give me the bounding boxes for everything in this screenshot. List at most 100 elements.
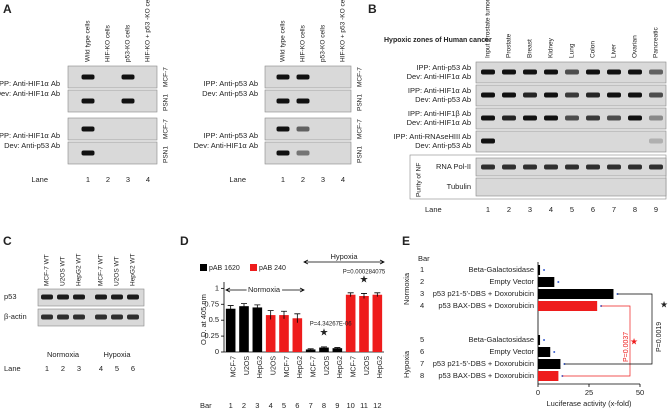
x-tick-label: HepG2 xyxy=(297,356,304,378)
bar-number: 2 xyxy=(242,401,246,410)
bar-number: 3 xyxy=(420,289,424,298)
blot-band xyxy=(565,69,579,75)
bar-label: Bar xyxy=(200,401,212,410)
blot-band xyxy=(544,69,558,75)
legend-swatch xyxy=(250,264,257,271)
blot-band xyxy=(73,294,85,300)
bar xyxy=(239,306,249,352)
bar xyxy=(372,294,383,352)
blot-band xyxy=(628,164,642,170)
blot-band xyxy=(481,92,495,98)
bar-number: 6 xyxy=(420,347,424,356)
blot-strip xyxy=(67,117,158,141)
bar-number: 4 xyxy=(269,401,273,410)
blot-band xyxy=(111,294,123,300)
blot-band xyxy=(111,314,123,320)
condition-label: Normoxia xyxy=(47,350,80,359)
y-tick-label: p53 p21-5'-DBS + Doxorubicin xyxy=(433,359,534,368)
y-tick-label: 1 xyxy=(215,283,219,292)
cell-line-label: MCF-7 xyxy=(163,67,170,87)
ipp-label: IPP: Anti-p53 Ab xyxy=(203,131,258,140)
column-label: Ovarian xyxy=(632,35,639,58)
blot-band xyxy=(607,115,621,121)
lane-number: 2 xyxy=(301,175,305,184)
dot xyxy=(600,305,603,307)
panel-letter: E xyxy=(402,234,410,248)
bar-number: 6 xyxy=(295,401,299,410)
y-tick-label: 0.5 xyxy=(209,315,219,324)
bar xyxy=(538,301,598,311)
bar-number: 1 xyxy=(229,401,233,410)
lane-number: 5 xyxy=(115,364,119,373)
blot-band xyxy=(81,98,95,104)
range-arrow xyxy=(225,287,305,293)
column-label: MCF-7 WT xyxy=(44,254,51,286)
control-label: RNA Pol-II xyxy=(436,162,471,171)
bar xyxy=(538,289,614,299)
panel-letter: C xyxy=(3,234,12,248)
blot-band xyxy=(41,314,53,320)
column-label: Wild type cells xyxy=(85,20,92,62)
blot-strip xyxy=(37,308,145,327)
blot-band xyxy=(502,164,516,170)
blot-band xyxy=(523,164,537,170)
blot-strip xyxy=(67,89,158,113)
cell-line-label: PSN1 xyxy=(357,94,364,111)
x-tick-label: MCF-7 xyxy=(284,356,291,377)
ipp-label: IPP: Anti-HIF1α Ab xyxy=(408,86,471,95)
error-bar xyxy=(334,347,341,349)
blot-band xyxy=(628,115,642,121)
x-tick-label: MCF-7 xyxy=(351,356,358,377)
column-label: U2OS WT xyxy=(114,256,121,286)
lane-number: 4 xyxy=(99,364,103,373)
control-label: Tubulin xyxy=(447,182,471,191)
legend-swatch xyxy=(200,264,207,271)
lane-label: Lane xyxy=(31,175,48,184)
group-label: Hypoxia xyxy=(402,350,411,378)
dev-label: Dev: Anti-HIF1α Ab xyxy=(407,72,471,81)
hypoxic-title: Hypoxic zones of Human cancer xyxy=(384,37,492,44)
bar xyxy=(252,307,263,352)
column-label: HIF-KO + p53 -KO cells xyxy=(145,0,152,62)
bar-number: 7 xyxy=(309,401,313,410)
error-bar xyxy=(254,304,261,310)
x-tick-label: U2OS xyxy=(271,356,278,375)
dot xyxy=(557,281,560,283)
annotation: P=0.000284075 xyxy=(343,270,386,276)
lane-number: 2 xyxy=(106,175,110,184)
blot-band xyxy=(628,69,642,75)
lane-number: 9 xyxy=(654,205,658,214)
error-bar xyxy=(321,346,327,349)
annotation: ★ xyxy=(630,336,638,346)
annotation: Normoxia xyxy=(248,285,281,294)
blot-band xyxy=(95,314,107,320)
error-bar xyxy=(361,293,367,299)
lane-number: 4 xyxy=(341,175,345,184)
bar xyxy=(345,294,356,352)
ipp-label: IPP: Anti-HIF1β Ab xyxy=(408,109,471,118)
bar xyxy=(332,348,343,352)
bar xyxy=(538,277,555,287)
lane-number: 4 xyxy=(146,175,150,184)
annotation: P=0.0019 xyxy=(656,322,663,352)
annotation: P=4.34267E-06 xyxy=(310,322,353,328)
bar xyxy=(538,371,559,381)
legend-label: pAB 1620 xyxy=(209,265,240,272)
row-label: p53 xyxy=(4,292,17,301)
bar-number: 7 xyxy=(420,359,424,368)
annotation: ★ xyxy=(660,299,668,309)
blot-band xyxy=(607,92,621,98)
column-label: Prostate xyxy=(506,33,513,58)
blot-band xyxy=(121,74,135,80)
blot-band xyxy=(481,69,495,75)
blot-band xyxy=(649,138,663,144)
blot-band xyxy=(586,92,600,98)
blot-band xyxy=(523,69,537,75)
x-tick-label: HepG2 xyxy=(377,356,384,378)
dot xyxy=(553,351,556,353)
bar xyxy=(538,335,541,345)
bar-number: 2 xyxy=(420,277,424,286)
dot xyxy=(563,363,566,365)
lane-number: 1 xyxy=(86,175,90,184)
